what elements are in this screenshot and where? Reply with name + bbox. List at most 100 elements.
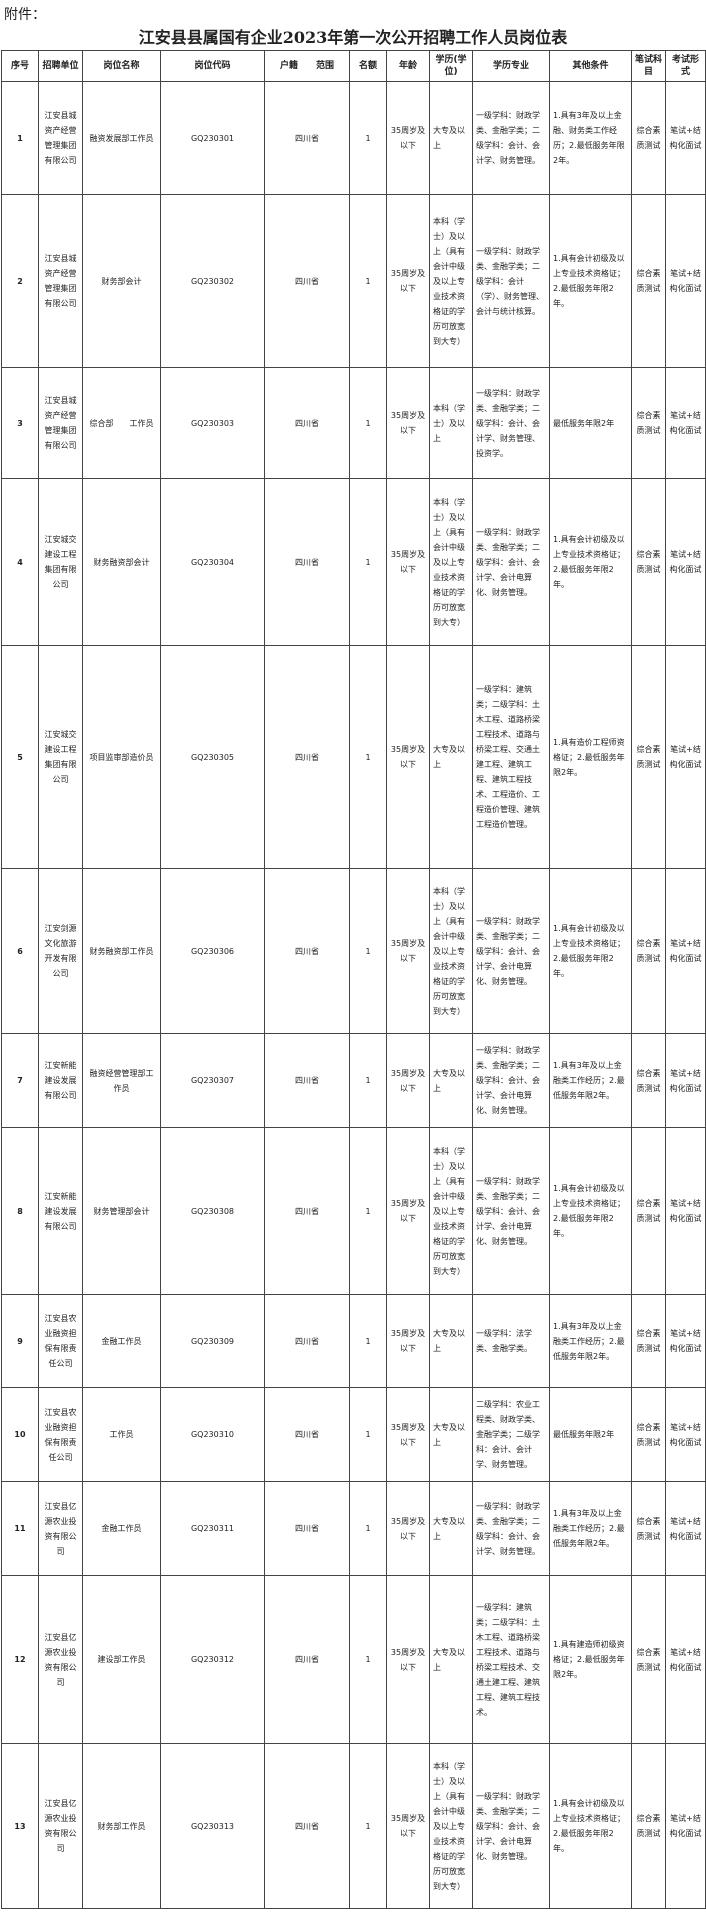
table-cell: 财务融资部会计	[82, 478, 161, 646]
table-cell: 江安城交建设工程集团有限公司	[38, 478, 83, 646]
table-cell: 四川省	[264, 1127, 350, 1295]
table-cell: 财务管理部会计	[82, 1127, 161, 1295]
table-cell: 综合素质测试	[631, 1294, 666, 1388]
table-cell: 大专及以上	[429, 1575, 473, 1744]
table-cell: 35周岁及以下	[386, 645, 430, 869]
column-header: 学历专业	[472, 50, 550, 82]
table-cell: 2	[1, 194, 39, 368]
table-cell: 笔试+结构化面试	[665, 1127, 706, 1295]
table-cell: 大专及以上	[429, 81, 473, 195]
table-cell: 建设部工作员	[82, 1575, 161, 1744]
table-row: 12 江安县亿源农业投资有限公司 建设部工作员 GQ230312 四川省 1 35周岁及以下…	[1, 1575, 706, 1744]
table-cell: 笔试+结构化面试	[665, 1294, 706, 1388]
table-cell: 综合素质测试	[631, 1481, 666, 1576]
table-row: 6 江安剑源文化旅游开发有限公司 财务融资部工作员 GQ230306 四川省 1 35周岁及…	[1, 868, 706, 1034]
table-cell: 江安县亿源农业投资有限公司	[38, 1481, 83, 1576]
table-cell: 四川省	[264, 1387, 350, 1482]
column-header: 笔试科目	[631, 50, 666, 82]
table-cell: 最低服务年限2年	[549, 1387, 632, 1482]
table-row: 4 江安城交建设工程集团有限公司 财务融资部会计 GQ230304 四川省 1 35周岁及以…	[1, 478, 706, 646]
table-cell: 一级学科：建筑类；二级学科：土木工程、道路桥梁工程技术、道路与桥梁工程技术、交通…	[472, 1575, 550, 1744]
table-cell: 笔试+结构化面试	[665, 194, 706, 368]
table-cell: 4	[1, 478, 39, 646]
table-cell: 四川省	[264, 1294, 350, 1388]
table-cell: 江安剑源文化旅游开发有限公司	[38, 868, 83, 1034]
table-cell: 9	[1, 1294, 39, 1388]
table-cell: 综合素质测试	[631, 478, 666, 646]
table-cell: 1	[349, 1575, 387, 1744]
table-cell: 12	[1, 1575, 39, 1744]
table-cell: 笔试+结构化面试	[665, 868, 706, 1034]
table-row: 8 江安新能建设发展有限公司 财务管理部会计 GQ230308 四川省 1 35周岁及以下本…	[1, 1127, 706, 1295]
table-cell: 1	[349, 367, 387, 479]
table-cell: 一级学科：财政学类、金融学类；二级学科：会计、会计学、会计电算化、财务管理。	[472, 1127, 550, 1295]
table-cell: 1.具有建造师初级资格证；2.最低服务年限2年。	[549, 1575, 632, 1744]
table-cell: 综合素质测试	[631, 1127, 666, 1295]
table-cell: 35周岁及以下	[386, 194, 430, 368]
table-cell: 江安县农业融资担保有限责任公司	[38, 1387, 83, 1482]
table-cell: 1	[349, 868, 387, 1034]
column-header: 岗位代码	[160, 50, 265, 82]
table-cell: 四川省	[264, 645, 350, 869]
table-cell: 综合素质测试	[631, 367, 666, 479]
table-cell: 笔试+结构化面试	[665, 645, 706, 869]
table-cell: 1	[349, 81, 387, 195]
table-cell: 1.具有3年及以上金融类工作经历；2.最低服务年限2年。	[549, 1481, 632, 1576]
column-header: 名额	[349, 50, 387, 82]
table-cell: 3	[1, 367, 39, 479]
table-cell: 综合部 工作员	[82, 367, 161, 479]
table-cell: 江安县城资产经营管理集团有限公司	[38, 194, 83, 368]
table-cell: 35周岁及以下	[386, 1387, 430, 1482]
table-cell: 一级学科：财政学类、金融学类；二级学科：会计、会计学、财务管理。	[472, 81, 550, 195]
table-cell: 财务部工作员	[82, 1743, 161, 1909]
table-cell: 35周岁及以下	[386, 1481, 430, 1576]
table-row: 7 江安新能建设发展有限公司 融资经营管理部工作员 GQ230307 四川省 1 35周岁及…	[1, 1033, 706, 1128]
table-cell: 1	[349, 1294, 387, 1388]
table-cell: GQ230304	[160, 478, 265, 646]
table-cell: 35周岁及以下	[386, 81, 430, 195]
table-cell: 1	[349, 1387, 387, 1482]
table-cell: 本科（学士）及以上（具有会计中级及以上专业技术资格证的学历可放宽到大专）	[429, 478, 473, 646]
table-cell: 一级学科：财政学类、金融学类；二级学科：会计（学）、财务管理、会计与统计核算。	[472, 194, 550, 368]
table-cell: 1.具有造价工程师资格证；2.最低服务年限2年。	[549, 645, 632, 869]
table-cell: 35周岁及以下	[386, 1743, 430, 1909]
table-cell: 35周岁及以下	[386, 478, 430, 646]
table-cell: 江安县城资产经营管理集团有限公司	[38, 81, 83, 195]
table-cell: 综合素质测试	[631, 1387, 666, 1482]
table-cell: 6	[1, 868, 39, 1034]
table-cell: 江安县亿源农业投资有限公司	[38, 1575, 83, 1744]
table-cell: GQ230307	[160, 1033, 265, 1128]
table-cell: 7	[1, 1033, 39, 1128]
table-cell: 35周岁及以下	[386, 1033, 430, 1128]
table-cell: 综合素质测试	[631, 868, 666, 1034]
table-row: 11 江安县亿源农业投资有限公司 金融工作员 GQ230311 四川省 1 35周岁及以下大…	[1, 1481, 706, 1576]
table-cell: 1.具有3年及以上金融类工作经历；2.最低服务年限2年。	[549, 1033, 632, 1128]
header-row: 序号 招聘单位 岗位名称 岗位代码 户籍 范围 名额 年龄 学历(学位) 学历专业 其他条件 笔试科…	[1, 50, 706, 82]
table-cell: 四川省	[264, 478, 350, 646]
table-cell: 35周岁及以下	[386, 1294, 430, 1388]
table-cell: 江安城交建设工程集团有限公司	[38, 645, 83, 869]
table-cell: 大专及以上	[429, 1294, 473, 1388]
table-cell: 综合素质测试	[631, 1033, 666, 1128]
table-cell: 11	[1, 1481, 39, 1576]
table-row: 1 江安县城资产经营管理集团有限公司 融资发展部工作员 GQ230301 四川省 1 35周…	[1, 81, 706, 195]
table-title: 江安县县属国有企业2023年第一次公开招聘工作人员岗位表	[138, 28, 568, 47]
table-cell: 江安县城资产经营管理集团有限公司	[38, 367, 83, 479]
table-cell: 四川省	[264, 1481, 350, 1576]
column-header: 年龄	[386, 50, 430, 82]
table-cell: 综合素质测试	[631, 194, 666, 368]
table-cell: 笔试+结构化面试	[665, 1387, 706, 1482]
table-cell: 综合素质测试	[631, 645, 666, 869]
table-cell: 笔试+结构化面试	[665, 81, 706, 195]
table-cell: 大专及以上	[429, 1481, 473, 1576]
table-cell: 1	[349, 1743, 387, 1909]
table-cell: 一级学科：法学类、金融学类。	[472, 1294, 550, 1388]
table-cell: GQ230303	[160, 367, 265, 479]
table-cell: 融资发展部工作员	[82, 81, 161, 195]
table-cell: 四川省	[264, 367, 350, 479]
table-cell: 1	[349, 478, 387, 646]
table-cell: GQ230301	[160, 81, 265, 195]
table-cell: 一级学科：财政学类、金融学类；二级学科：会计、会计学、会计电算化、财务管理。	[472, 478, 550, 646]
column-header: 学历(学位)	[429, 50, 473, 82]
